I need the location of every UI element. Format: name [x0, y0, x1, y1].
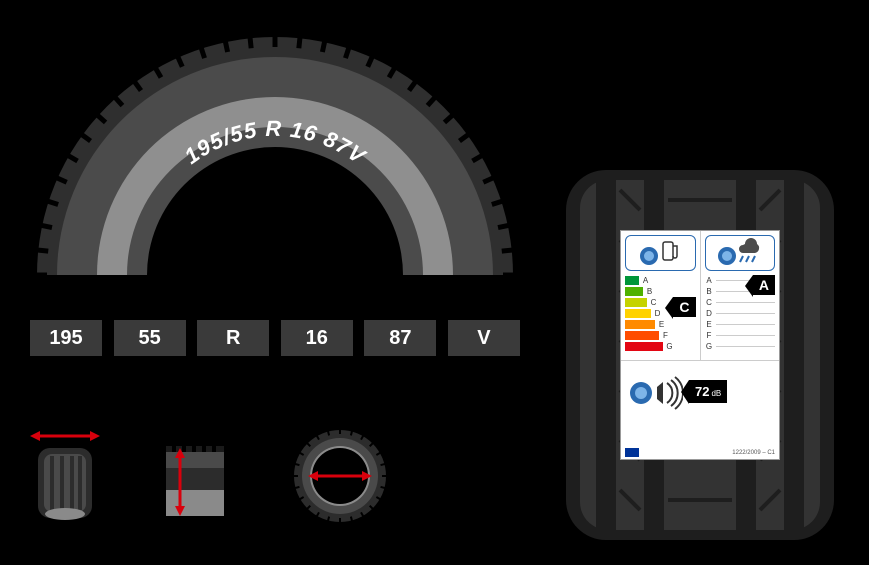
tyre-size-diagram: 195/55 R 16 87V 195 55 R 16 87 V: [30, 0, 530, 526]
wet-grade-row: D: [705, 308, 776, 319]
fuel-grade-badge: C: [673, 297, 695, 317]
wet-grip-panel: ABCDEFG A: [700, 231, 780, 360]
fuel-grade-row: A: [625, 275, 696, 286]
noise-icon: [627, 371, 683, 411]
fuel-grade-row: B: [625, 286, 696, 297]
aspect-icon: [160, 436, 230, 526]
wet-grade-row: E: [705, 319, 776, 330]
rim-icon: [290, 426, 390, 526]
wet-grade-row: C: [705, 297, 776, 308]
box-rim: 16: [281, 320, 353, 356]
measurement-icons: [30, 426, 530, 526]
tyre-arch: 195/55 R 16 87V: [30, 10, 520, 280]
box-aspect: 55: [114, 320, 186, 356]
eu-tyre-label-panel: ABCDEFG C ABCDEFG A: [560, 170, 840, 540]
box-load: 87: [364, 320, 436, 356]
eu-label-footer: 1222/2009 – C1: [625, 448, 775, 457]
fuel-grade-row: F: [625, 330, 696, 341]
box-width: 195: [30, 320, 102, 356]
box-construction: R: [197, 320, 269, 356]
noise-panel: 72dB: [621, 361, 779, 421]
noise-badge: 72dB: [689, 380, 727, 403]
fuel-efficiency-panel: ABCDEFG C: [621, 231, 700, 360]
regulation-text: 1222/2009 – C1: [732, 450, 775, 456]
box-speed: V: [448, 320, 520, 356]
size-boxes: 195 55 R 16 87 V: [30, 320, 520, 356]
eu-label: ABCDEFG C ABCDEFG A: [620, 230, 780, 460]
right-tyre: ABCDEFG C ABCDEFG A: [560, 170, 840, 540]
fuel-icon: [625, 235, 696, 271]
wet-grade-badge: A: [753, 275, 775, 295]
wet-grade-row: G: [705, 341, 776, 352]
width-icon: [30, 426, 100, 526]
wet-grade-row: F: [705, 330, 776, 341]
eu-flag-icon: [625, 448, 639, 457]
wet-icon: [705, 235, 776, 271]
fuel-grade-row: G: [625, 341, 696, 352]
fuel-grade-row: E: [625, 319, 696, 330]
